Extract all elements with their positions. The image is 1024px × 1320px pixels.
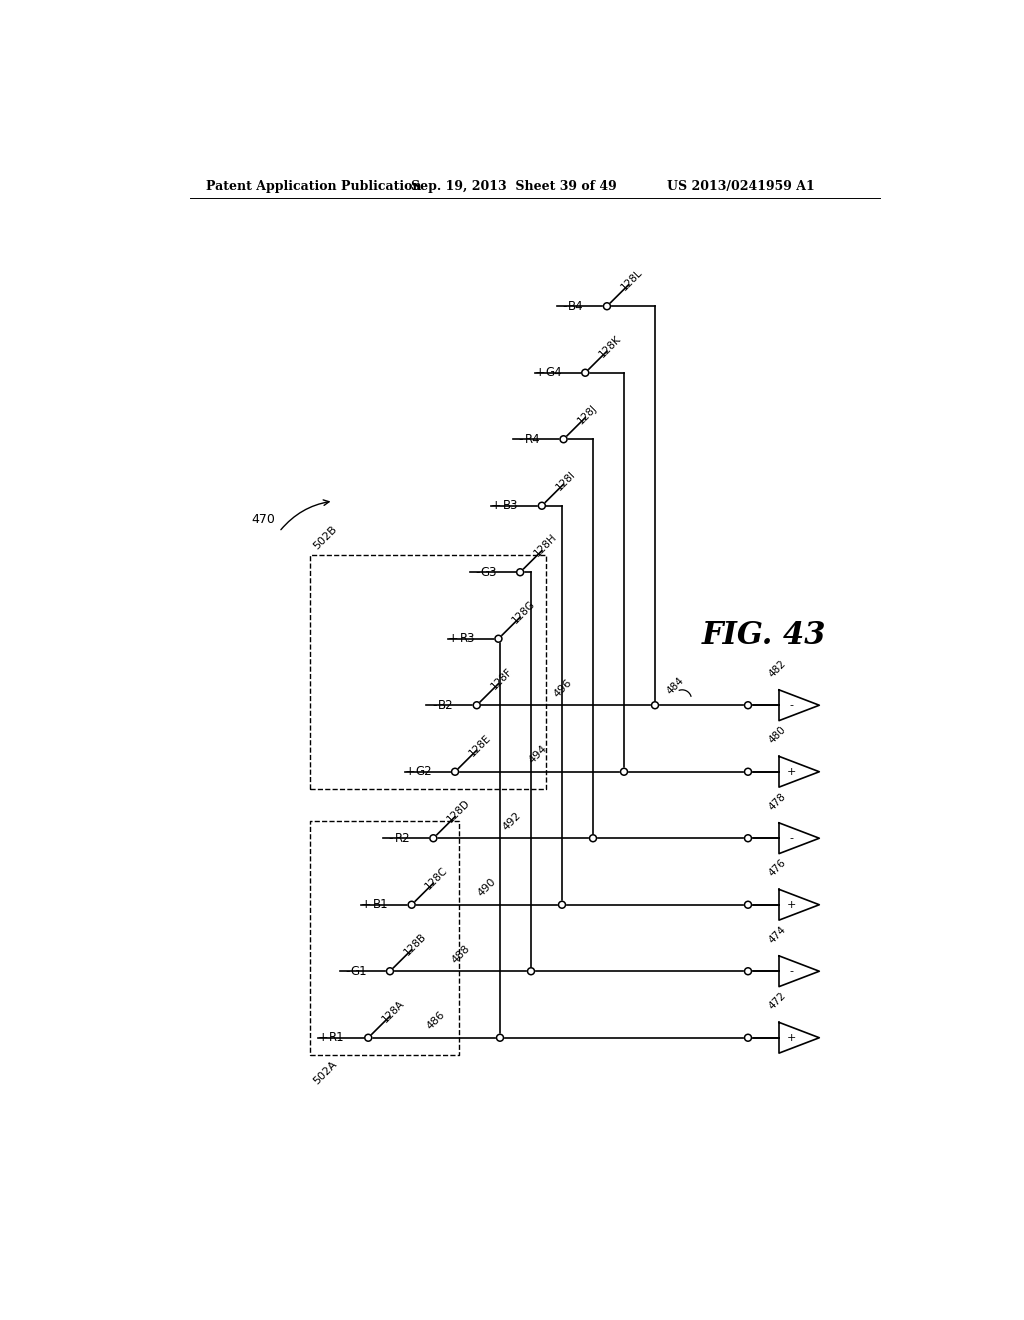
Text: 128G: 128G [510,598,538,626]
Text: R2: R2 [394,832,410,845]
Circle shape [744,902,752,908]
Text: +: + [535,366,545,379]
Text: -: - [388,832,393,845]
Circle shape [560,436,567,442]
Text: -: - [562,300,566,313]
Text: 478: 478 [767,791,788,812]
Text: 128H: 128H [532,532,559,558]
Text: G1: G1 [350,965,367,978]
Text: -: - [432,698,436,711]
Text: -: - [790,700,794,710]
Text: 128C: 128C [424,865,450,891]
Text: 494: 494 [526,743,549,766]
Text: 128E: 128E [467,733,493,759]
Text: -: - [345,965,349,978]
Text: 488: 488 [451,942,472,965]
Circle shape [539,503,546,510]
Circle shape [497,1035,504,1041]
Circle shape [590,834,597,842]
Text: R3: R3 [460,632,475,645]
Text: 496: 496 [552,677,574,700]
Text: +: + [360,898,372,911]
Circle shape [365,1035,372,1041]
Text: B3: B3 [503,499,518,512]
Circle shape [651,702,658,709]
Text: 486: 486 [425,1010,446,1032]
Circle shape [452,768,459,775]
Circle shape [386,968,393,974]
Text: 470: 470 [251,512,275,525]
Text: +: + [404,766,415,779]
Circle shape [603,302,610,310]
Text: US 2013/0241959 A1: US 2013/0241959 A1 [667,181,814,194]
Circle shape [744,834,752,842]
Text: R1: R1 [330,1031,345,1044]
Text: 480: 480 [767,725,788,746]
Text: -: - [519,433,523,446]
Circle shape [744,968,752,974]
Text: +: + [317,1031,328,1044]
Text: G2: G2 [415,766,432,779]
Text: 472: 472 [767,990,788,1011]
Circle shape [517,569,523,576]
Circle shape [430,834,437,842]
Text: 474: 474 [767,924,788,945]
Text: 128L: 128L [618,268,644,293]
Text: 128K: 128K [597,334,623,359]
Text: +: + [787,1032,797,1043]
Text: -: - [475,566,480,578]
Circle shape [744,1035,752,1041]
Text: Sep. 19, 2013  Sheet 39 of 49: Sep. 19, 2013 Sheet 39 of 49 [411,181,616,194]
Text: 482: 482 [767,657,788,678]
Text: 128I: 128I [554,469,578,492]
Text: Patent Application Publication: Patent Application Publication [206,181,421,194]
Text: B4: B4 [568,300,584,313]
Text: B1: B1 [373,898,388,911]
Text: 502B: 502B [311,524,339,552]
Circle shape [744,702,752,709]
Text: 128B: 128B [401,932,428,958]
Text: 128J: 128J [575,403,599,426]
Text: 502A: 502A [311,1059,339,1086]
Text: R4: R4 [524,433,541,446]
Text: G4: G4 [546,366,562,379]
Text: +: + [787,767,797,776]
Circle shape [621,768,628,775]
Circle shape [409,902,415,908]
Circle shape [527,968,535,974]
Circle shape [582,370,589,376]
Circle shape [744,768,752,775]
Text: B2: B2 [438,698,454,711]
Text: 476: 476 [767,858,788,879]
Circle shape [495,635,502,643]
Text: FIG. 43: FIG. 43 [701,620,825,651]
Text: 492: 492 [501,810,523,832]
Text: +: + [787,900,797,909]
Text: -: - [790,966,794,977]
Text: -: - [790,833,794,843]
Text: 128F: 128F [488,667,514,692]
Circle shape [473,702,480,709]
Text: +: + [490,499,502,512]
Text: G3: G3 [480,566,497,578]
Text: +: + [447,632,458,645]
Text: 490: 490 [476,876,498,899]
Text: 484: 484 [665,675,685,696]
Text: 128D: 128D [445,799,472,825]
Circle shape [558,902,565,908]
Text: 128A: 128A [380,998,407,1024]
